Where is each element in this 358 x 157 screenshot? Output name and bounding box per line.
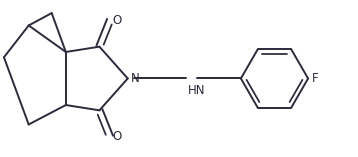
Text: O: O <box>113 14 122 27</box>
Text: N: N <box>131 72 140 85</box>
Text: HN: HN <box>188 84 205 97</box>
Text: O: O <box>113 130 122 143</box>
Text: F: F <box>311 72 318 85</box>
